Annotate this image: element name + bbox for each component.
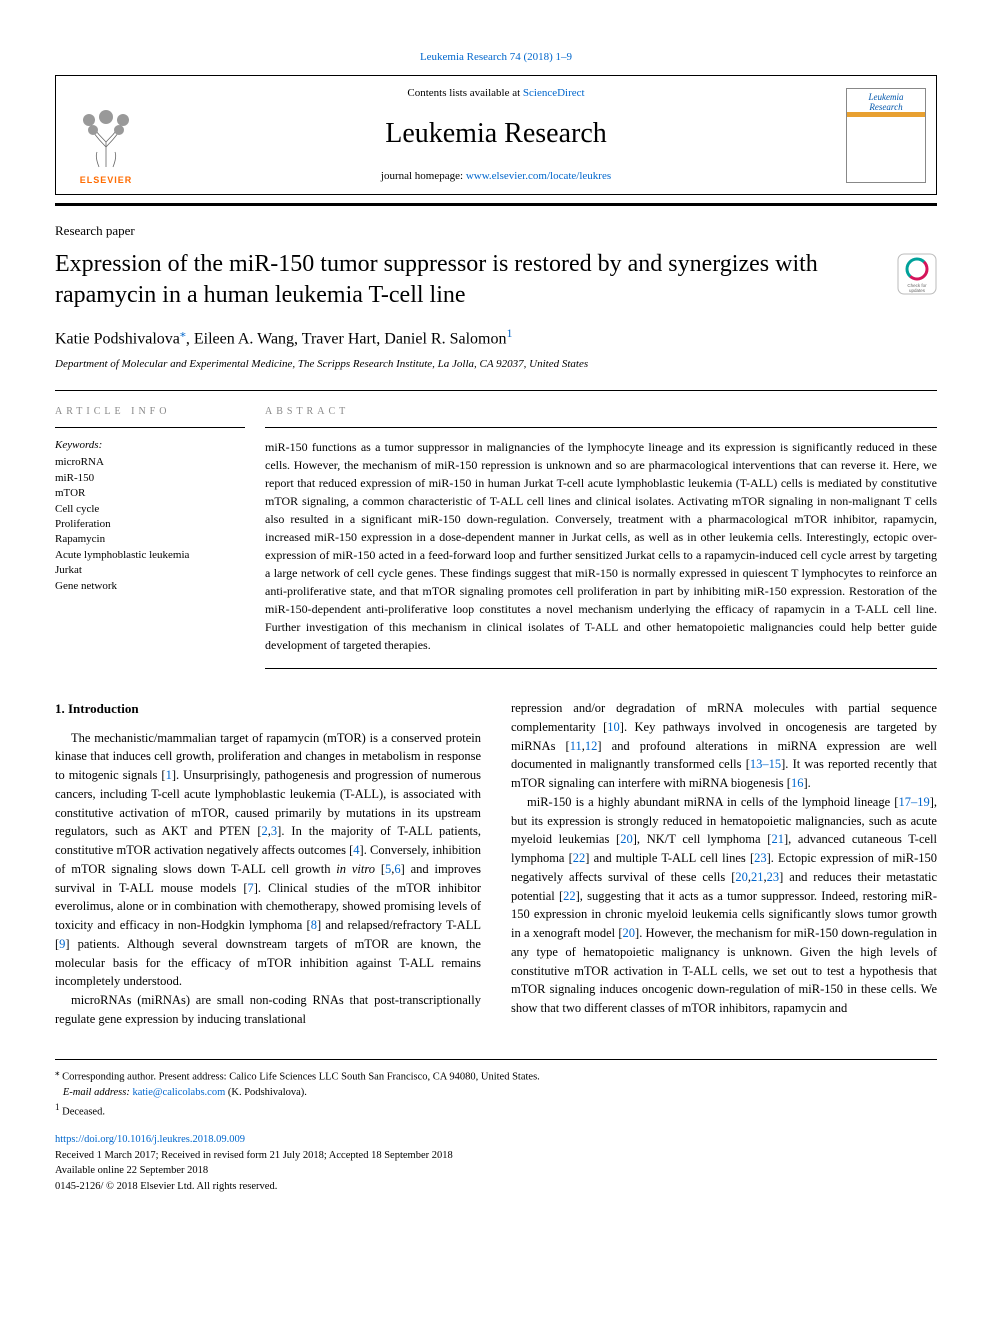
keyword: mTOR	[55, 486, 245, 501]
crossmark-badge[interactable]: Check forupdates	[897, 253, 937, 295]
issn-copyright: 0145-2126/ © 2018 Elsevier Ltd. All righ…	[55, 1179, 937, 1195]
intro-paragraph-3: miR-150 is a highly abundant miRNA in ce…	[511, 793, 937, 1018]
keyword: Proliferation	[55, 517, 245, 532]
ref-link[interactable]: 21	[751, 870, 764, 884]
ref-link[interactable]: 11	[570, 739, 582, 753]
ref-link[interactable]: 22	[573, 851, 586, 865]
homepage-link[interactable]: www.elsevier.com/locate/leukres	[466, 170, 611, 182]
author-1: Katie Podshivalova	[55, 330, 180, 347]
abstract-heading: ABSTRACT	[265, 405, 937, 428]
header-divider	[55, 203, 937, 206]
intro-paragraph-2: microRNAs (miRNAs) are small non-coding …	[55, 991, 481, 1029]
ref-link[interactable]: 10	[607, 720, 620, 734]
ref-link[interactable]: 16	[791, 776, 804, 790]
intro-paragraph-2-cont: repression and/or degradation of mRNA mo…	[511, 699, 937, 793]
journal-header: ELSEVIER Contents lists available at Sci…	[55, 75, 937, 195]
body-col-left: 1. Introduction The mechanistic/mammalia…	[55, 699, 481, 1029]
doi-link[interactable]: https://doi.org/10.1016/j.leukres.2018.0…	[55, 1134, 245, 1145]
keyword: microRNA	[55, 455, 245, 470]
journal-cover-thumb[interactable]: Leukemia Research	[836, 80, 936, 190]
ref-link[interactable]: 23	[767, 870, 780, 884]
journal-ref-link[interactable]: Leukemia Research 74 (2018) 1–9	[420, 51, 572, 63]
ref-link[interactable]: 20	[620, 832, 633, 846]
journal-citation: Leukemia Research 74 (2018) 1–9	[55, 50, 937, 65]
ref-link[interactable]: 22	[563, 889, 576, 903]
elsevier-tree-icon	[71, 102, 141, 172]
affiliation: Department of Molecular and Experimental…	[55, 357, 937, 372]
body-columns: 1. Introduction The mechanistic/mammalia…	[55, 699, 937, 1029]
journal-homepage: journal homepage: www.elsevier.com/locat…	[156, 169, 836, 184]
cover-title: Leukemia Research	[851, 93, 921, 113]
deceased-note: 1 Deceased.	[55, 1101, 937, 1120]
available-online: Available online 22 September 2018	[55, 1163, 937, 1179]
ref-link[interactable]: 12	[585, 739, 598, 753]
keyword: Cell cycle	[55, 502, 245, 517]
footnote-marker-1[interactable]: 1	[506, 326, 512, 340]
article-dates: Received 1 March 2017; Received in revis…	[55, 1148, 937, 1164]
article-title: Expression of the miR-150 tumor suppress…	[55, 249, 885, 311]
ref-link[interactable]: 17–19	[898, 795, 929, 809]
ref-link[interactable]: 21	[771, 832, 784, 846]
authors-rest: , Eileen A. Wang, Traver Hart, Daniel R.…	[186, 330, 507, 347]
svg-text:updates: updates	[909, 288, 926, 293]
ref-link[interactable]: 20	[623, 926, 636, 940]
contents-available: Contents lists available at ScienceDirec…	[156, 86, 836, 101]
keyword: Acute lymphoblastic leukemia	[55, 548, 245, 563]
keyword: Rapamycin	[55, 532, 245, 547]
ref-link[interactable]: 13–15	[750, 757, 781, 771]
abstract-text: miR-150 functions as a tumor suppressor …	[265, 438, 937, 669]
article-type: Research paper	[55, 222, 937, 240]
footer-block: https://doi.org/10.1016/j.leukres.2018.0…	[55, 1132, 937, 1195]
authors: Katie Podshivalova⁎, Eileen A. Wang, Tra…	[55, 325, 937, 351]
intro-paragraph-1: The mechanistic/mammalian target of rapa…	[55, 729, 481, 992]
keywords-label: Keywords:	[55, 438, 245, 453]
email-link[interactable]: katie@calicolabs.com	[132, 1087, 225, 1098]
keyword: miR-150	[55, 471, 245, 486]
abstract-column: ABSTRACT miR-150 functions as a tumor su…	[265, 391, 937, 669]
article-info-sidebar: ARTICLE INFO Keywords: microRNA miR-150 …	[55, 391, 265, 669]
email-line: E-mail address: katie@calicolabs.com (K.…	[55, 1085, 937, 1101]
elsevier-logo[interactable]: ELSEVIER	[56, 80, 156, 190]
journal-name: Leukemia Research	[156, 114, 836, 153]
keyword: Gene network	[55, 579, 245, 594]
footnotes: ⁎ Corresponding author. Present address:…	[55, 1059, 937, 1120]
keyword: Jurkat	[55, 563, 245, 578]
elsevier-wordmark: ELSEVIER	[80, 174, 133, 187]
article-info-heading: ARTICLE INFO	[55, 405, 245, 428]
corresponding-author-note: ⁎ Corresponding author. Present address:…	[55, 1066, 937, 1085]
body-col-right: repression and/or degradation of mRNA mo…	[511, 699, 937, 1029]
ref-link[interactable]: 23	[754, 851, 767, 865]
ref-link[interactable]: 20	[735, 870, 748, 884]
section-heading: 1. Introduction	[55, 699, 481, 719]
sciencedirect-link[interactable]: ScienceDirect	[523, 87, 585, 99]
